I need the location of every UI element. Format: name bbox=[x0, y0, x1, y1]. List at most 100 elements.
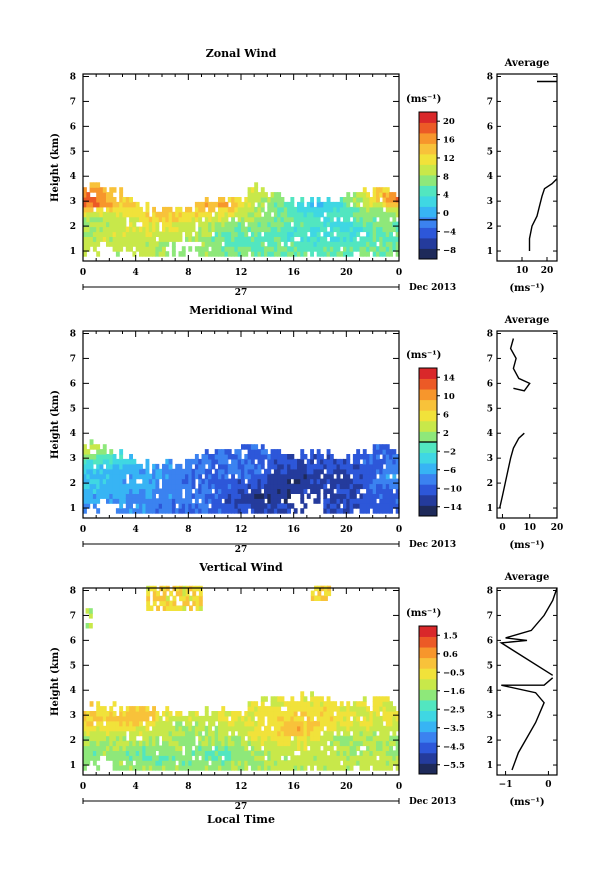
heatmap-cell bbox=[221, 206, 226, 213]
heatmap-cell bbox=[343, 201, 347, 208]
colorbar-tick-label: −14 bbox=[443, 503, 462, 513]
heatmap-cell bbox=[237, 750, 242, 756]
heatmap-cell bbox=[218, 503, 222, 509]
heatmap-cell bbox=[359, 711, 364, 717]
heatmap-cell bbox=[224, 498, 229, 504]
heatmap-cell bbox=[162, 206, 166, 213]
heatmap-cell bbox=[214, 221, 219, 228]
heatmap-cell bbox=[359, 468, 364, 475]
heatmap-cell bbox=[254, 488, 259, 494]
heatmap-cell bbox=[119, 236, 124, 242]
heatmap-cell bbox=[326, 503, 331, 509]
heatmap-cell bbox=[119, 706, 124, 712]
heatmap-cell bbox=[214, 503, 219, 509]
heatmap-cell bbox=[385, 701, 390, 707]
heatmap-cell bbox=[135, 503, 140, 509]
heatmap-cell bbox=[227, 206, 232, 213]
heatmap-cell bbox=[178, 508, 183, 514]
heatmap-cell bbox=[333, 251, 338, 257]
heatmap-cell bbox=[106, 740, 110, 747]
heatmap-cell bbox=[125, 711, 130, 717]
heatmap-cell bbox=[287, 478, 291, 485]
heatmap-cell bbox=[297, 473, 301, 480]
heatmap-cell bbox=[376, 449, 380, 455]
heatmap-cell bbox=[191, 221, 196, 228]
heatmap-cell bbox=[287, 745, 291, 751]
heatmap-cell bbox=[145, 473, 150, 480]
heatmap-cell bbox=[323, 735, 328, 742]
heatmap-cell bbox=[356, 454, 361, 460]
heatmap-cell bbox=[96, 740, 101, 747]
heatmap-cell bbox=[112, 216, 117, 223]
colorbar-tick-label: 12 bbox=[443, 154, 455, 164]
heatmap-cell bbox=[89, 221, 94, 228]
heatmap-cell bbox=[96, 201, 101, 208]
heatmap-cell bbox=[218, 211, 222, 218]
heatmap-cell bbox=[385, 765, 390, 771]
heatmap-cell bbox=[165, 508, 170, 514]
heatmap-cell bbox=[145, 226, 150, 233]
heatmap-cell bbox=[349, 498, 354, 504]
heatmap-cell bbox=[139, 241, 143, 247]
heatmap-cell bbox=[88, 613, 93, 619]
heatmap-cell bbox=[250, 508, 255, 514]
heatmap-cell bbox=[129, 231, 133, 237]
average-title: Average bbox=[504, 315, 550, 326]
colorbar-swatch bbox=[419, 389, 437, 401]
heatmap-cell bbox=[244, 206, 249, 213]
heatmap-cell bbox=[89, 463, 94, 470]
heatmap-cell bbox=[297, 468, 301, 475]
heatmap-cell bbox=[106, 458, 110, 465]
colorbar-swatch bbox=[419, 399, 437, 411]
x-tick-label: 0 bbox=[396, 525, 402, 535]
heatmap-cell bbox=[359, 251, 364, 257]
heatmap-cell bbox=[303, 251, 308, 257]
heatmap-cell bbox=[389, 711, 393, 717]
heatmap-cell bbox=[112, 493, 117, 499]
heatmap-cell bbox=[254, 182, 259, 188]
heatmap-cell bbox=[83, 740, 87, 747]
heatmap-cell bbox=[346, 478, 351, 485]
heatmap-cell bbox=[165, 600, 170, 607]
heatmap-cell bbox=[316, 478, 321, 485]
average-y-tick-label: 6 bbox=[487, 379, 493, 389]
heatmap-cell bbox=[132, 735, 137, 742]
heatmap-cell bbox=[198, 473, 203, 480]
heatmap-cell bbox=[326, 696, 331, 702]
heatmap-cell bbox=[379, 735, 384, 742]
heatmap-cell bbox=[346, 720, 351, 727]
y-tick-label: 6 bbox=[70, 122, 76, 132]
heatmap-cell bbox=[267, 251, 272, 257]
heatmap-cell bbox=[168, 715, 173, 722]
heatmap-cell bbox=[135, 211, 140, 218]
heatmap-cell bbox=[165, 221, 170, 228]
heatmap-cell bbox=[208, 463, 212, 470]
heatmap-cell bbox=[208, 498, 212, 504]
heatmap-cell bbox=[283, 755, 288, 761]
heatmap-cell bbox=[224, 201, 229, 208]
heatmap-cell bbox=[369, 498, 374, 504]
heatmap-cell bbox=[194, 211, 199, 218]
heatmap-cell bbox=[392, 246, 397, 252]
heatmap-cell bbox=[283, 241, 288, 247]
heatmap-cell bbox=[280, 216, 285, 223]
heatmap-cell bbox=[115, 730, 120, 737]
heatmap-cell bbox=[359, 725, 364, 732]
heatmap-cell bbox=[152, 236, 156, 242]
heatmap-cell bbox=[329, 720, 334, 727]
heatmap-cell bbox=[254, 711, 259, 717]
heatmap-cell bbox=[290, 216, 295, 223]
heatmap-cell bbox=[99, 750, 104, 756]
heatmap-cell bbox=[234, 503, 239, 509]
heatmap-cell bbox=[376, 711, 380, 717]
heatmap-cell bbox=[221, 226, 226, 233]
average-x-tick-label: −1 bbox=[499, 780, 513, 790]
heatmap-cell bbox=[376, 745, 380, 751]
heatmap-cell bbox=[283, 251, 288, 257]
heatmap-cell bbox=[148, 231, 153, 237]
heatmap-cell bbox=[392, 760, 397, 766]
heatmap-cell bbox=[293, 206, 298, 213]
heatmap-cell bbox=[273, 241, 278, 247]
heatmap-cell bbox=[227, 508, 232, 514]
colorbar-tick-label: 14 bbox=[443, 373, 455, 383]
